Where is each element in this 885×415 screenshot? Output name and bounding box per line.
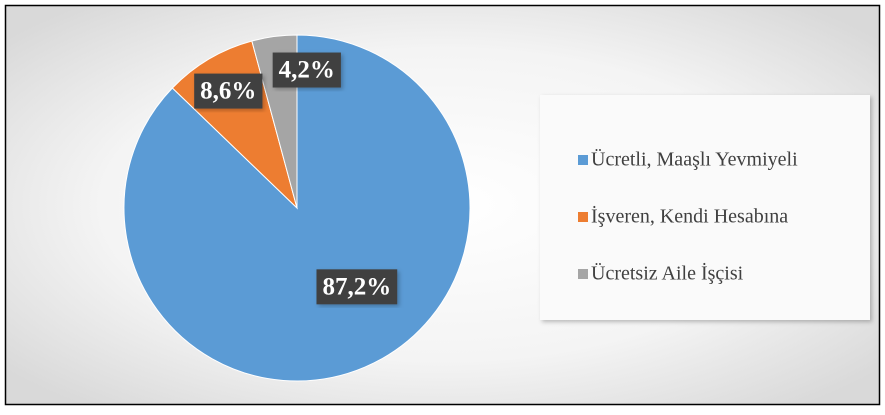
legend-swatch	[578, 155, 588, 165]
data-label-box	[316, 269, 398, 305]
legend-label: Ücretsiz Aile İşçisi	[591, 262, 744, 285]
legend-label: Ücretli, Maaşlı Yevmiyeli	[591, 148, 798, 171]
legend-box	[540, 95, 870, 320]
data-label: 4,2%	[279, 57, 335, 84]
data-labels: 87,2% 8,6% 4,2%	[194, 52, 398, 305]
legend-swatch	[578, 269, 588, 279]
data-label-box	[272, 52, 341, 88]
data-label: 8,6%	[200, 78, 256, 105]
legend-label: İşveren, Kendi Hesabına	[591, 205, 788, 228]
legend-swatch	[578, 212, 588, 222]
data-label: 87,2%	[322, 273, 391, 300]
data-label-box	[194, 73, 263, 109]
legend: Ücretli, Maaşlı Yevmiyeli İşveren, Kendi …	[578, 148, 798, 285]
